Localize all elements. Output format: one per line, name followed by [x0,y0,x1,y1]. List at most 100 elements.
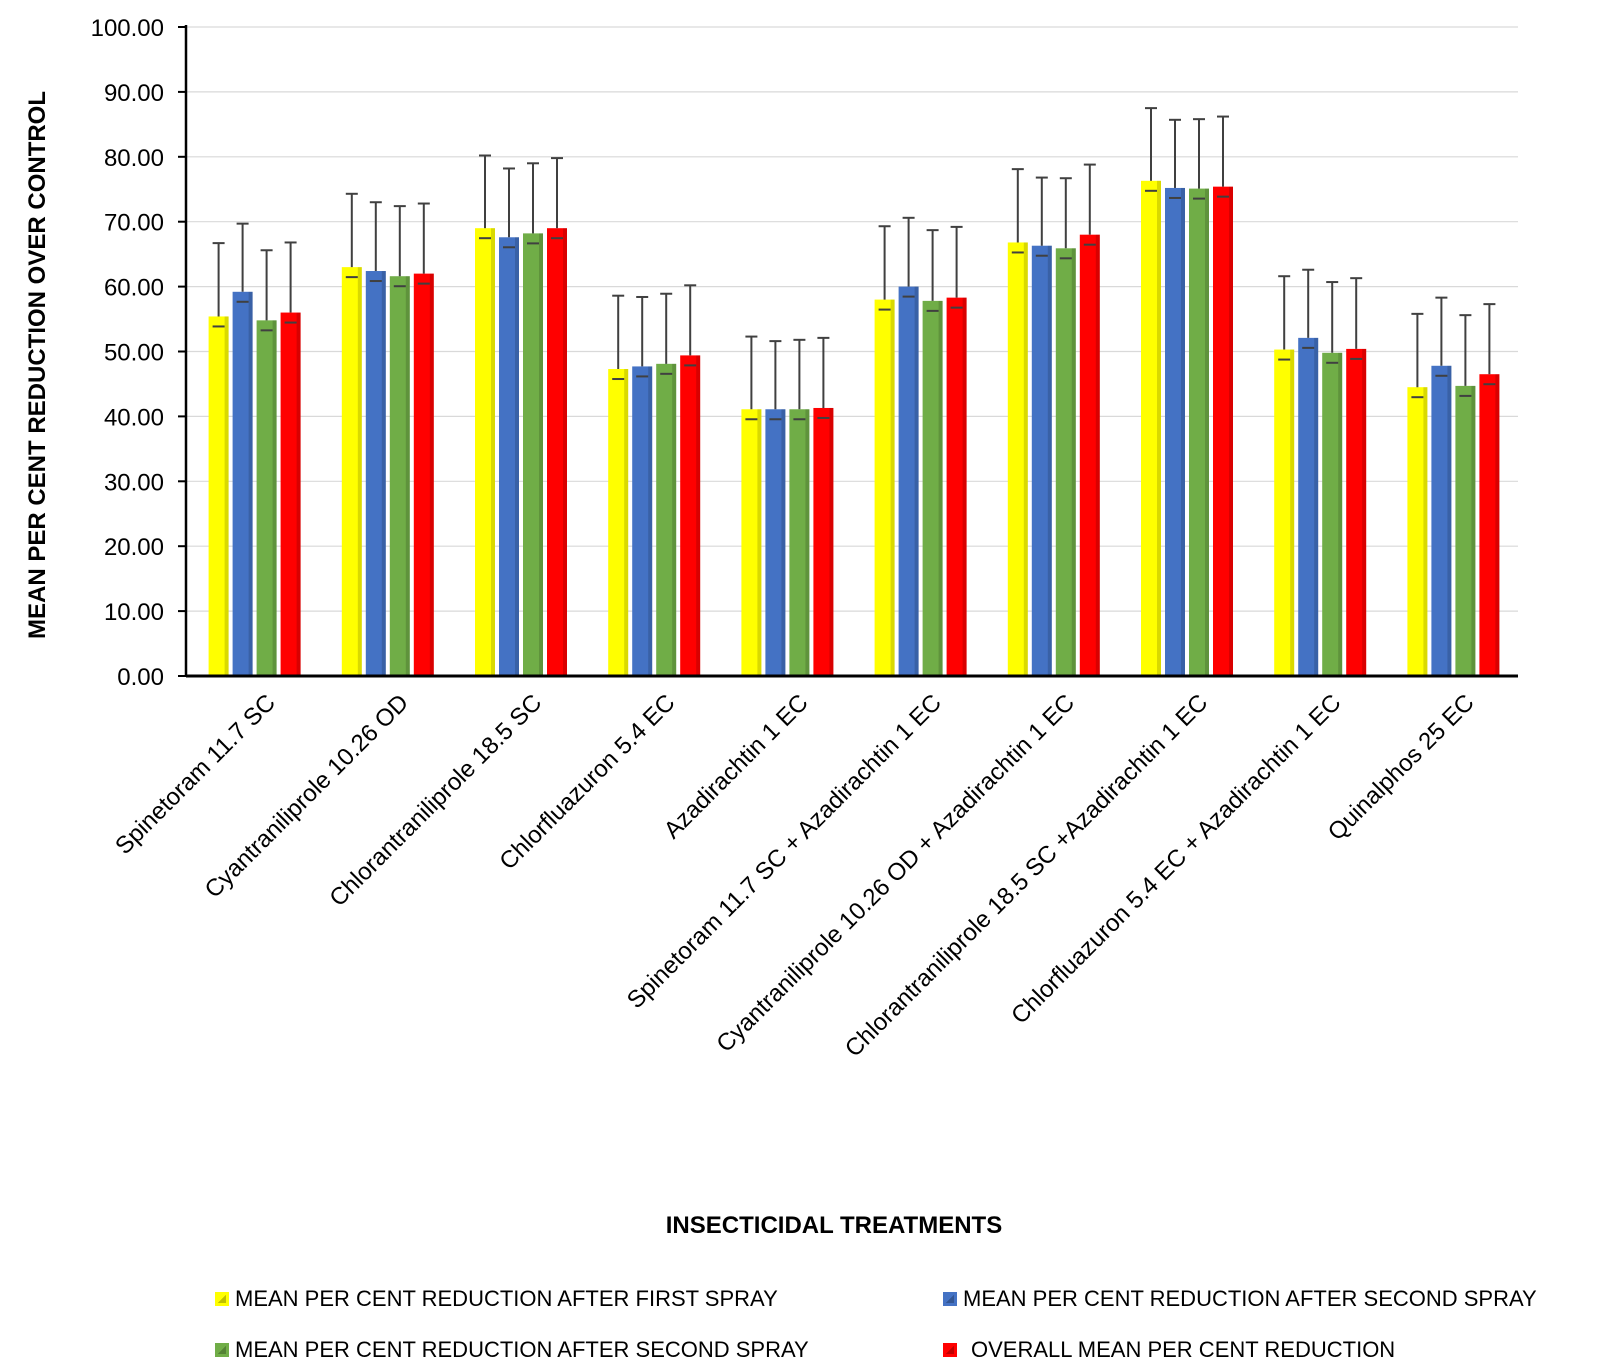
y-tick-label: 50.00 [104,340,164,367]
bar [874,299,895,676]
y-axis-title: MEAN PER CENT REDUCTION OVER CONTROL [24,91,51,639]
bar-bevel [381,271,386,676]
bar [1141,180,1161,677]
bar-bevel [757,409,762,676]
y-tick-label: 40.00 [104,404,164,431]
bar-bevel [1229,186,1233,677]
bar [946,297,967,676]
bar [475,228,495,676]
bar-bevel [515,237,519,676]
bar-bevel [248,291,253,676]
bar [765,409,786,676]
bar [813,407,834,676]
y-tick-label: 90.00 [104,80,164,107]
bar [1407,387,1428,676]
bar [1055,248,1076,676]
bar [208,316,229,676]
bar-bevel [1495,374,1500,676]
bar-bevel [890,299,895,676]
y-tick-label: 30.00 [104,469,164,496]
bar-bevel [1447,365,1452,676]
error-bars [212,107,1496,421]
y-tick-label: 70.00 [104,210,164,237]
bar [1274,349,1295,676]
bar [389,276,410,676]
bar [365,271,386,676]
bar-bevel [624,369,629,676]
bar-bevel [1290,349,1295,676]
bar-bevel [563,228,567,676]
bar [1455,385,1476,676]
bar-bevel [1095,234,1100,676]
bar-bevel [539,233,543,676]
y-tick-labels: 0.00 10.00 20.00 30.00 40.00 50.00 60.00 70.00 8… [91,15,186,691]
bar [341,267,362,676]
bar [1479,374,1500,676]
bar-bevel [829,407,834,676]
bar-bevel [296,312,301,676]
bar [232,291,253,676]
bar-bevel [1205,188,1209,676]
bar [789,409,810,676]
bar [741,409,762,676]
bar-bevel [914,286,919,676]
bar-bevel [357,267,362,676]
bar-bevel [938,300,943,676]
bar-bevel [405,276,410,676]
bar-bevel [491,228,495,676]
bar [898,286,919,676]
y-tick-label: 60.00 [104,275,164,302]
bar-bevel [672,363,677,676]
bar-bevel [224,316,229,676]
bar [256,320,277,676]
bar-bevel [1071,248,1076,676]
bar-bevel [1362,348,1367,676]
bar-bevel [429,273,434,676]
bar [1031,245,1052,676]
bar-bevel [1338,352,1343,676]
x-axis-title: INSECTICIDAL TREATMENTS [666,1212,1002,1239]
bar [1322,352,1343,676]
bar [922,300,943,676]
bar-bevel [696,355,701,676]
bar-bevel [1471,385,1476,676]
bar [1165,187,1185,676]
bar-bevel [1023,242,1028,676]
bar [1298,337,1319,676]
bar [499,237,519,676]
bar-bevel [1047,245,1052,676]
bar-bevel [1157,180,1161,677]
bar [1431,365,1452,676]
bar-bevel [781,409,786,676]
y-tick-label: 10.00 [104,599,164,626]
bar [413,273,434,676]
bar [680,355,701,676]
bar-bevel [805,409,810,676]
bar [632,366,653,676]
bar-bevel [272,320,277,676]
bar [608,369,629,676]
x-category-label: Chlorantraniliprole 18.5 SC [324,689,547,912]
y-tick-label: 80.00 [104,145,164,172]
y-tick-label: 100.00 [91,15,164,42]
bar [1007,242,1028,676]
x-category-label: Azadirachtin 1 EC [659,689,814,844]
y-tick-label: 0.00 [117,664,164,691]
bars [208,180,1500,677]
bar [547,228,567,676]
bar [280,312,301,676]
bar [1079,234,1100,676]
bar-bevel [1423,387,1428,676]
bar [656,363,677,676]
bar [523,233,543,676]
bar-bevel [648,366,653,676]
bar [1346,348,1367,676]
bar-bevel [1314,337,1319,676]
bar [1213,186,1233,677]
bar-bevel [1181,187,1185,676]
bar [1189,188,1209,676]
y-tick-label: 20.00 [104,534,164,561]
x-category-label: Quinalphos 25 EC [1323,689,1480,846]
